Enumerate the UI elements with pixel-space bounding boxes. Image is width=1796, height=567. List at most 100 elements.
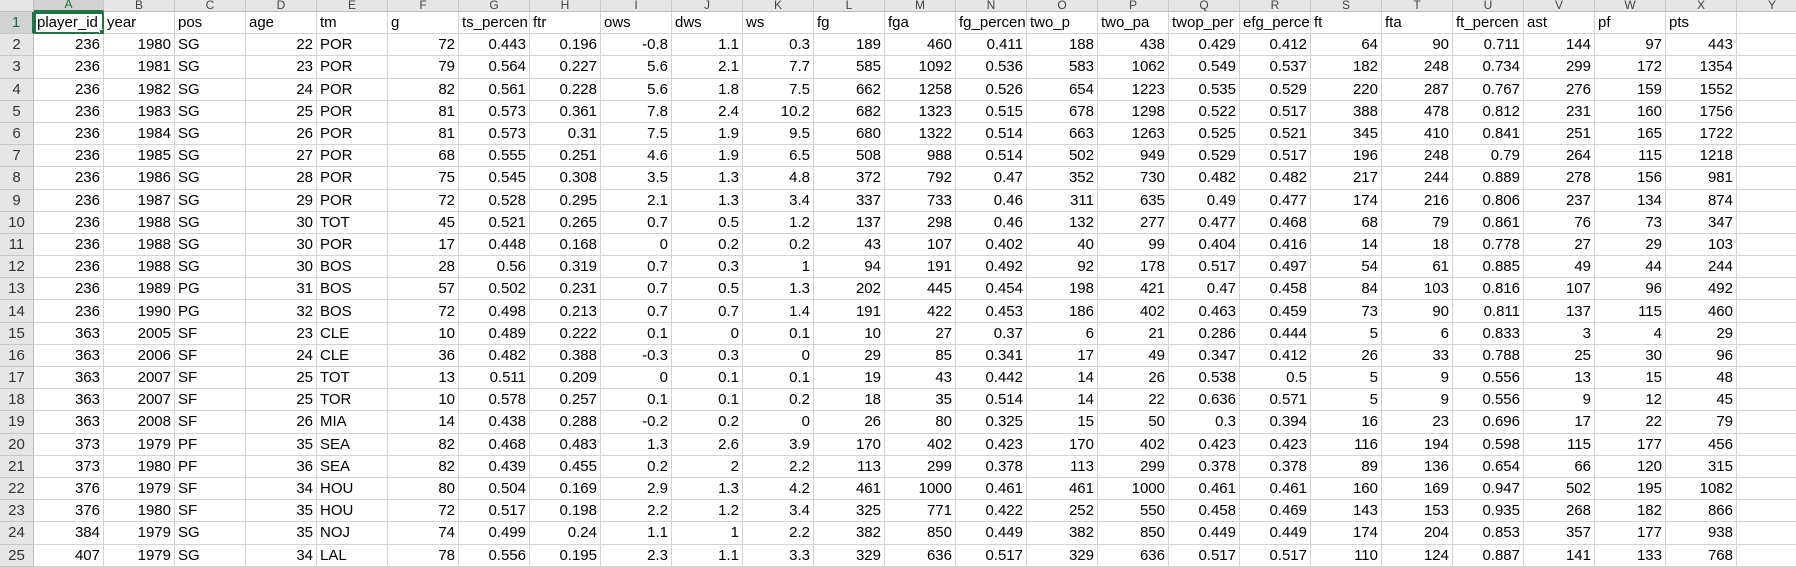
table-cell[interactable]: 0.1 [601, 322, 672, 345]
table-cell[interactable]: 0.449 [1240, 522, 1311, 545]
table-cell[interactable]: 57 [388, 278, 459, 301]
table-cell[interactable]: 9 [1524, 389, 1595, 412]
table-cell[interactable]: 0.31 [530, 122, 601, 146]
row-header-2[interactable]: 2 [0, 34, 34, 57]
table-cell[interactable]: 72 [388, 34, 459, 57]
table-cell[interactable]: 1984 [104, 122, 175, 146]
row-header-17[interactable]: 17 [0, 367, 34, 390]
table-cell[interactable]: 0.3 [1169, 411, 1240, 434]
table-cell[interactable]: 27 [1524, 233, 1595, 257]
table-cell[interactable]: NOJ [317, 522, 388, 545]
row-header-21[interactable]: 21 [0, 455, 34, 478]
table-cell[interactable]: 2.3 [601, 544, 672, 567]
column-header-t[interactable]: T [1382, 0, 1453, 12]
table-cell[interactable]: 0.806 [1453, 189, 1524, 212]
table-cell[interactable]: BOS [317, 278, 388, 301]
table-cell[interactable]: 299 [1524, 56, 1595, 79]
column-header-w[interactable]: W [1595, 0, 1666, 12]
table-cell[interactable]: 680 [814, 122, 885, 146]
table-cell[interactable]: 0.811 [1453, 300, 1524, 323]
table-cell[interactable]: 0.517 [1240, 100, 1311, 123]
table-cell[interactable]: 1.2 [743, 211, 814, 234]
table-cell[interactable]: 337 [814, 189, 885, 212]
table-cell[interactable]: 107 [1524, 278, 1595, 301]
table-cell[interactable]: 0.561 [459, 78, 530, 101]
table-cell[interactable]: 2008 [104, 411, 175, 434]
table-cell[interactable]: 36 [246, 455, 317, 478]
table-cell[interactable]: 0.443 [459, 34, 530, 57]
table-cell[interactable]: 97 [1595, 34, 1666, 57]
table-cell[interactable]: 236 [34, 100, 104, 123]
table-cell[interactable]: 0.265 [530, 211, 601, 234]
table-cell[interactable]: 0.885 [1453, 256, 1524, 279]
table-cell[interactable]: 236 [34, 78, 104, 101]
table-cell[interactable]: 18 [1382, 233, 1453, 257]
table-cell[interactable]: 0.499 [459, 522, 530, 545]
table-cell[interactable]: 132 [1027, 211, 1098, 234]
table-cell[interactable]: 410 [1382, 122, 1453, 146]
table-cell[interactable]: POR [317, 34, 388, 57]
table-cell[interactable]: 16 [1311, 411, 1382, 434]
row-header-8[interactable]: 8 [0, 167, 34, 190]
table-cell[interactable]: 0.458 [1240, 278, 1311, 301]
table-cell[interactable]: -0.8 [601, 34, 672, 57]
column-header-k[interactable]: K [743, 0, 814, 12]
column-header-x[interactable]: X [1666, 0, 1737, 12]
table-cell[interactable]: 0.228 [530, 78, 601, 101]
table-cell[interactable]: 0.853 [1453, 522, 1524, 545]
table-cell[interactable]: 0.448 [459, 233, 530, 257]
table-cell[interactable]: 103 [1666, 233, 1737, 257]
table-cell[interactable]: 1 [743, 256, 814, 279]
table-cell[interactable]: 1979 [104, 522, 175, 545]
table-cell[interactable]: 329 [1027, 544, 1098, 567]
table-cell[interactable]: 363 [34, 389, 104, 412]
table-cell[interactable]: 0.231 [530, 278, 601, 301]
table-cell[interactable]: 1.3 [743, 278, 814, 301]
table-cell[interactable]: 0.1 [672, 389, 743, 412]
table-cell[interactable]: 236 [34, 256, 104, 279]
table-cell[interactable]: 0.833 [1453, 322, 1524, 345]
table-cell[interactable]: 5 [1311, 389, 1382, 412]
table-cell[interactable]: 2006 [104, 344, 175, 367]
table-cell[interactable]: 0.455 [530, 455, 601, 478]
table-cell[interactable]: 1756 [1666, 100, 1737, 123]
table-cell[interactable]: 25 [246, 389, 317, 412]
table-cell[interactable]: 1.3 [672, 189, 743, 212]
table-cell[interactable]: 363 [34, 411, 104, 434]
table-cell[interactable]: 170 [1027, 433, 1098, 456]
row-header-14[interactable]: 14 [0, 300, 34, 323]
table-cell[interactable] [1737, 389, 1796, 412]
table-cell[interactable]: 0.423 [1169, 433, 1240, 456]
header-cell[interactable]: pf [1595, 12, 1666, 35]
table-cell[interactable]: POR [317, 122, 388, 146]
table-cell[interactable]: 0.511 [459, 367, 530, 390]
table-cell[interactable]: TOT [317, 367, 388, 390]
table-cell[interactable]: 5 [1311, 367, 1382, 390]
table-cell[interactable]: SG [175, 167, 246, 190]
table-cell[interactable]: 492 [1666, 278, 1737, 301]
table-cell[interactable]: 29 [1666, 322, 1737, 345]
table-cell[interactable]: SG [175, 78, 246, 101]
table-cell[interactable]: 1982 [104, 78, 175, 101]
table-cell[interactable]: 79 [1666, 411, 1737, 434]
row-header-16[interactable]: 16 [0, 344, 34, 367]
table-cell[interactable]: 7.5 [601, 122, 672, 146]
table-cell[interactable]: SG [175, 211, 246, 234]
table-cell[interactable]: 866 [1666, 500, 1737, 523]
table-cell[interactable]: 0.416 [1240, 233, 1311, 257]
table-cell[interactable]: 0.497 [1240, 256, 1311, 279]
table-cell[interactable]: 113 [814, 455, 885, 478]
table-cell[interactable]: 160 [1595, 100, 1666, 123]
table-cell[interactable]: 26 [246, 122, 317, 146]
table-cell[interactable]: 236 [34, 211, 104, 234]
table-cell[interactable]: 0.46 [956, 189, 1027, 212]
table-cell[interactable]: 0.521 [1240, 122, 1311, 146]
table-cell[interactable]: 0.3 [672, 344, 743, 367]
row-header-1[interactable]: 1 [0, 12, 34, 35]
table-cell[interactable]: 143 [1311, 500, 1382, 523]
table-cell[interactable]: 110 [1311, 544, 1382, 567]
table-cell[interactable]: 1092 [885, 56, 956, 79]
table-cell[interactable]: 1980 [104, 455, 175, 478]
table-cell[interactable]: 1.3 [601, 433, 672, 456]
table-cell[interactable]: 72 [388, 189, 459, 212]
